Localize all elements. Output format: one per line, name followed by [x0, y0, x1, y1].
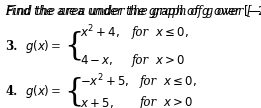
Text: $\it{Find\ the\ area\ under\ the\ graph\ of}\ g\ \it{over}\ [-2,\,3].$: $\it{Find\ the\ area\ under\ the\ graph\… [5, 3, 261, 20]
Text: 3.: 3. [5, 40, 17, 53]
Text: 4.: 4. [5, 85, 17, 98]
Text: for: for [132, 26, 149, 39]
Text: =: = [51, 40, 61, 53]
Text: for: for [140, 75, 157, 87]
Text: $x > 0$: $x > 0$ [155, 54, 186, 67]
Text: =: = [51, 85, 61, 98]
Text: for: for [140, 96, 157, 108]
Text: $4 - x,$: $4 - x,$ [80, 53, 113, 68]
Text: $x > 0$: $x > 0$ [163, 96, 193, 108]
Text: $x + 5,$: $x + 5,$ [80, 96, 113, 108]
Text: $g(x)$: $g(x)$ [25, 38, 49, 55]
Text: for: for [132, 54, 149, 67]
Text: {: { [64, 31, 83, 62]
Text: $x \leq 0,$: $x \leq 0,$ [163, 74, 197, 88]
Text: $g(x)$: $g(x)$ [25, 83, 49, 100]
Text: Find the area under the graph of g over [−2, 3].: Find the area under the graph of g over … [5, 5, 261, 18]
Text: $-x^2 + 5,$: $-x^2 + 5,$ [80, 72, 129, 90]
Text: Find the area under the graph of g over [−2, 3].: Find the area under the graph of g over … [5, 3, 261, 16]
Text: {: { [64, 76, 83, 107]
Text: $x^2 + 4,$: $x^2 + 4,$ [80, 24, 120, 41]
Text: $x \leq 0,$: $x \leq 0,$ [155, 25, 189, 39]
